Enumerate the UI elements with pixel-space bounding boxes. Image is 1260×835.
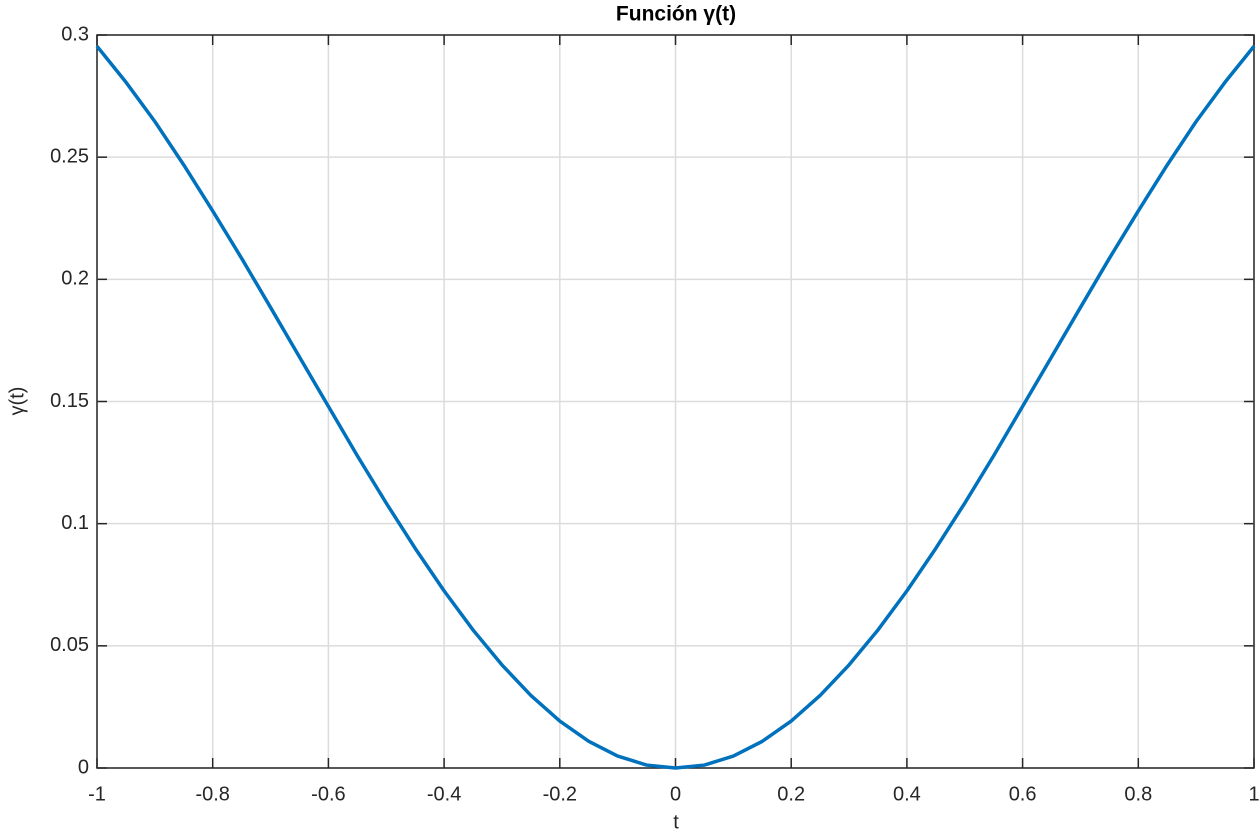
x-tick-label: -1 [88, 783, 106, 805]
x-tick-label: 0 [670, 783, 681, 805]
data-line [95, 45, 1256, 770]
x-tick-label: -0.2 [543, 783, 577, 805]
y-tick-label: 0.2 [61, 268, 89, 290]
y-tick-label: 0.05 [50, 634, 89, 656]
y-tick-label: 0 [78, 756, 89, 778]
y-tick-label: 0.1 [61, 512, 89, 534]
x-tick-label: -0.6 [311, 783, 345, 805]
x-tick-label: 0.8 [1124, 783, 1152, 805]
x-tick-label: 0.4 [893, 783, 921, 805]
y-tick-label: 0.3 [61, 23, 89, 45]
y-axis-label: γ(t) [6, 387, 28, 416]
chart-title: Función γ(t) [616, 3, 736, 26]
x-axis-label: t [673, 811, 679, 833]
x-tick-label: 0.6 [1009, 783, 1037, 805]
y-tick-label: 0.25 [50, 145, 89, 167]
x-tick-label: 1 [1248, 783, 1259, 805]
x-tick-label: 0.2 [777, 783, 805, 805]
y-tick-label: 0.15 [50, 390, 89, 412]
x-tick-label: -0.8 [195, 783, 229, 805]
x-tick-label: -0.4 [427, 783, 461, 805]
